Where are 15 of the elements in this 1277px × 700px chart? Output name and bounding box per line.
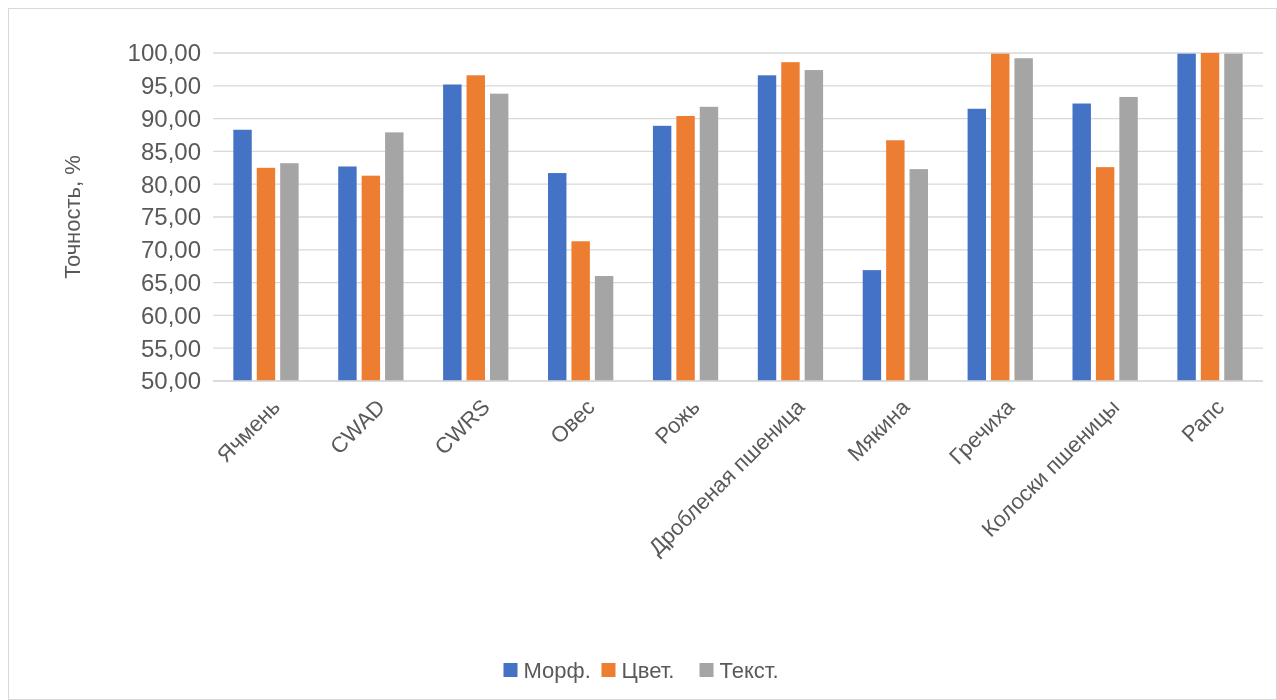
y-tick-label: 90,00 <box>140 105 201 132</box>
y-tick-label: 50,00 <box>140 367 201 395</box>
legend-label: Цвет. <box>621 657 675 683</box>
y-axis-title: Точность, % <box>60 155 85 279</box>
y-tick-label: 60,00 <box>140 301 201 329</box>
legend-label: Текст. <box>719 657 779 683</box>
y-tick-label: 80,00 <box>140 170 201 198</box>
y-tick-label: 55,00 <box>140 334 201 362</box>
y-tick-label: 100,00 <box>127 39 201 67</box>
y-tick-label: 70,00 <box>140 236 201 264</box>
y-tick-label: 85,00 <box>140 137 201 165</box>
legend-label: Морф. <box>523 657 591 683</box>
y-tick-label: 75,00 <box>140 203 201 231</box>
y-tick-label: 95,00 <box>140 72 201 100</box>
y-tick-label: 65,00 <box>140 269 201 296</box>
